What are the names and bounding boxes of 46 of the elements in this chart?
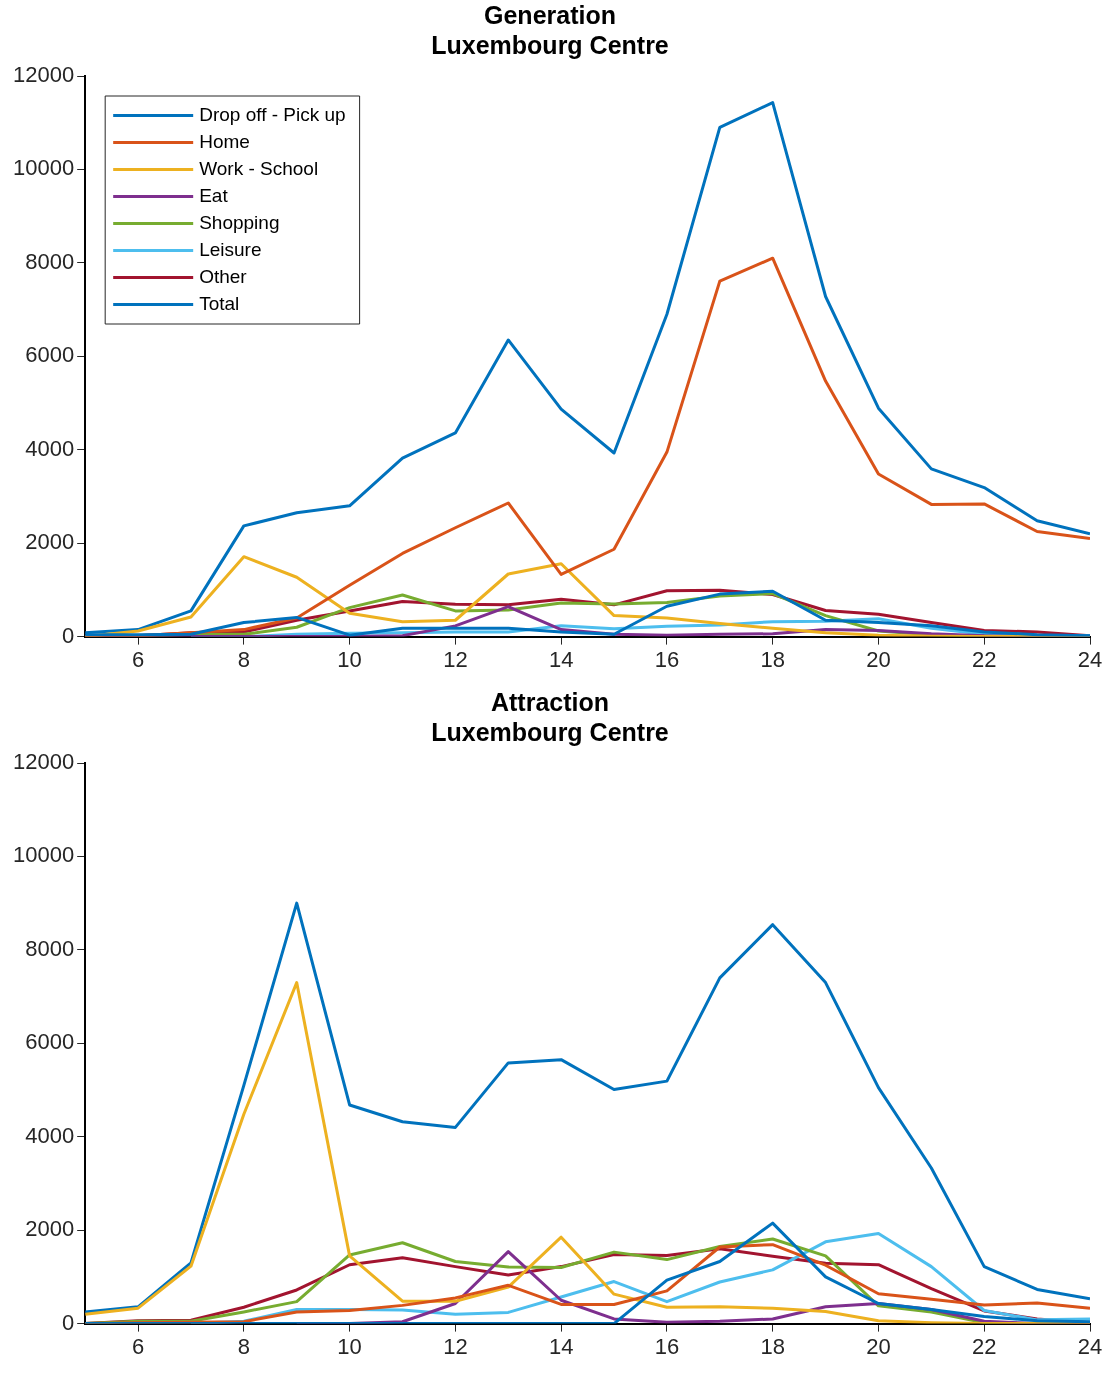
y-tick-label: 4000 bbox=[25, 435, 75, 461]
y-tick-label: 8000 bbox=[25, 935, 75, 961]
y-tick-label: 10000 bbox=[12, 842, 75, 868]
x-tick-label: 8 bbox=[237, 646, 250, 672]
y-tick-label: 2000 bbox=[25, 1216, 75, 1242]
legend-label: Total bbox=[199, 292, 240, 314]
legend-label: Work - School bbox=[199, 157, 319, 179]
x-tick-label: 24 bbox=[1077, 646, 1103, 672]
x-tick-label: 20 bbox=[866, 646, 891, 672]
legend-label: Home bbox=[199, 130, 250, 152]
y-tick-label: 8000 bbox=[25, 248, 75, 274]
y-tick-label: 10000 bbox=[12, 155, 75, 181]
legend-label: Other bbox=[199, 265, 248, 287]
x-tick-label: 18 bbox=[760, 1333, 785, 1359]
legend-label: Shopping bbox=[199, 211, 280, 233]
chart-title: Attraction bbox=[490, 687, 610, 716]
y-tick-label: 6000 bbox=[25, 1029, 75, 1055]
x-tick-label: 22 bbox=[971, 646, 997, 672]
y-tick-label: 12000 bbox=[12, 749, 75, 775]
y-tick-label: 0 bbox=[61, 622, 75, 648]
chart-subtitle: Luxembourg Centre bbox=[431, 717, 669, 746]
y-tick-label: 6000 bbox=[25, 342, 75, 368]
x-tick-label: 16 bbox=[654, 646, 680, 672]
x-tick-label: 12 bbox=[443, 646, 468, 672]
x-tick-label: 18 bbox=[760, 646, 785, 672]
legend-label: Leisure bbox=[199, 238, 262, 260]
x-tick-label: 14 bbox=[548, 646, 574, 672]
y-tick-label: 12000 bbox=[12, 62, 75, 88]
x-tick-label: 8 bbox=[237, 1333, 250, 1359]
x-tick-label: 14 bbox=[548, 1333, 574, 1359]
x-tick-label: 6 bbox=[131, 1333, 145, 1359]
y-tick-label: 2000 bbox=[25, 529, 75, 555]
chart-subtitle: Luxembourg Centre bbox=[431, 30, 669, 59]
x-tick-label: 10 bbox=[337, 646, 362, 672]
y-tick-label: 4000 bbox=[25, 1122, 75, 1148]
legend-label: Eat bbox=[199, 184, 229, 206]
x-tick-label: 10 bbox=[337, 1333, 362, 1359]
x-tick-label: 20 bbox=[866, 1333, 891, 1359]
x-tick-label: 6 bbox=[131, 646, 145, 672]
x-tick-label: 24 bbox=[1077, 1333, 1103, 1359]
x-tick-label: 12 bbox=[443, 1333, 468, 1359]
x-tick-label: 22 bbox=[971, 1333, 997, 1359]
legend-label: Drop off - Pick up bbox=[199, 103, 346, 125]
chart-title: Generation bbox=[484, 0, 616, 29]
y-tick-label: 0 bbox=[61, 1309, 75, 1335]
x-tick-label: 16 bbox=[654, 1333, 680, 1359]
